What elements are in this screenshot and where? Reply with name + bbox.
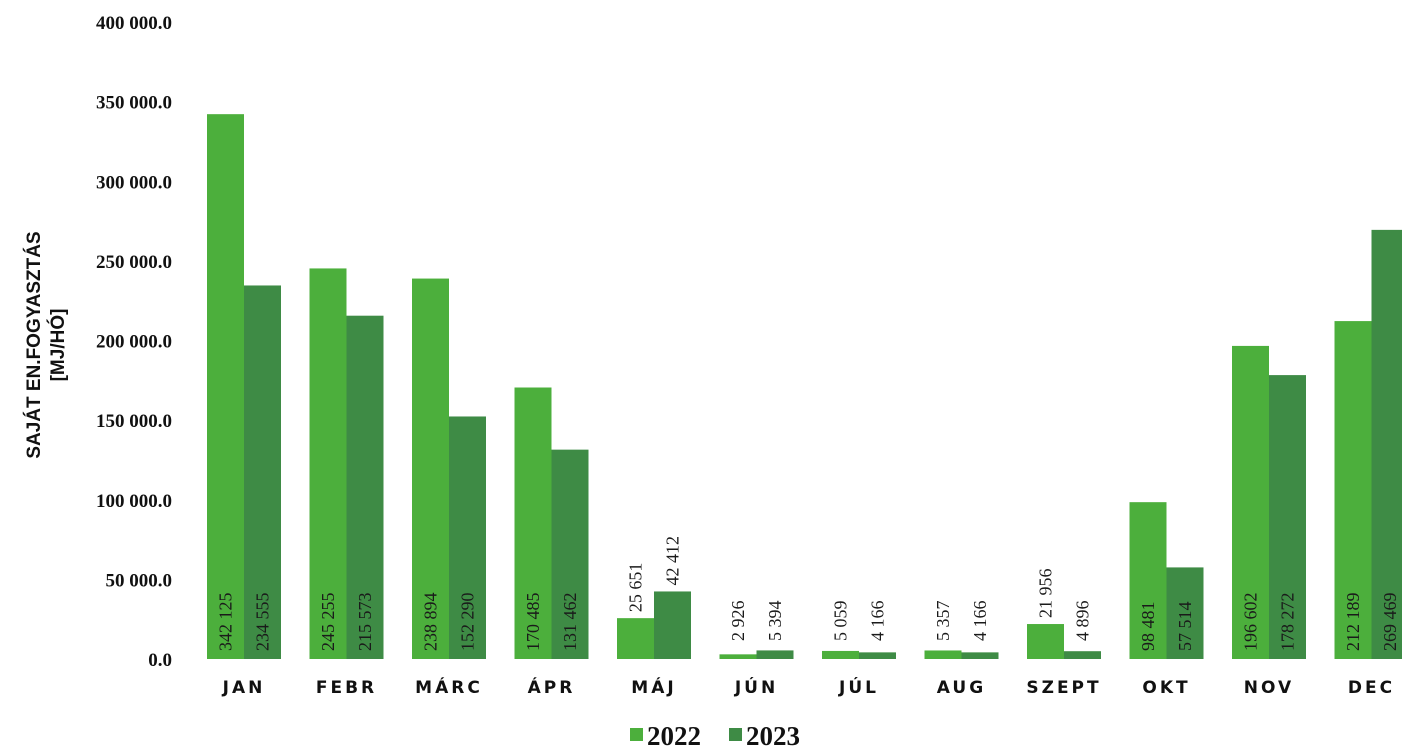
data-label-2023-11: 269 469 (1380, 593, 1400, 652)
data-label-2022-6: 5 059 (831, 601, 851, 642)
data-label-2023-3: 131 462 (560, 593, 580, 652)
data-label-2022-2: 238 894 (421, 593, 441, 652)
bar-2022-4 (617, 618, 654, 659)
bar-2023-11 (1371, 229, 1402, 660)
data-label-2022-4: 25 651 (626, 563, 646, 613)
x-category-label: OKT (1142, 678, 1190, 698)
x-category-label: AUG (937, 678, 986, 698)
x-category-label: JÚN (734, 676, 778, 698)
legend: 2022 2023 (630, 721, 800, 749)
data-label-2023-0: 234 555 (253, 593, 273, 652)
bar-2022-11 (1334, 321, 1372, 659)
x-category-label: ÁPR (528, 676, 576, 698)
y-tick-label: 100 000.0 (96, 491, 172, 512)
x-category-label: MÁRC (415, 676, 483, 698)
y-tick-label: 50 000.0 (106, 570, 173, 591)
bar-2023-8 (1064, 651, 1101, 659)
bar-2022-2 (412, 278, 449, 659)
bar-2022-1 (309, 268, 347, 659)
bar-2022-0 (207, 114, 244, 659)
data-label-2022-0: 342 125 (216, 593, 236, 652)
x-category-label: JAN (222, 678, 266, 698)
data-label-2022-5: 2 926 (728, 601, 748, 642)
x-axis-labels: JAN FEBR MÁRC ÁPR MÁJ JÚN JÚL AUG SZEPT OKT NOV DEC (222, 676, 1395, 698)
data-label-2023-8: 4 896 (1073, 601, 1093, 642)
data-label-2023-9: 57 514 (1175, 602, 1195, 652)
bar-2022-3 (514, 387, 552, 659)
data-label-2022-11: 212 189 (1343, 593, 1363, 652)
bar-2022-9 (1129, 502, 1167, 659)
data-label-2022-10: 196 602 (1241, 593, 1261, 652)
bar-2022-8 (1027, 624, 1064, 659)
bar-2023-3 (551, 449, 589, 659)
bar-2022-10 (1232, 345, 1269, 659)
data-labels: 342 125 234 555 245 255 215 573 238 894 152 2… (216, 536, 1401, 651)
y-tick-label: 300 000.0 (96, 172, 172, 193)
x-category-label: JÚL (838, 676, 879, 698)
x-category-label: FEBR (316, 678, 377, 698)
data-label-2023-4: 42 412 (663, 536, 683, 586)
bar-2023-2 (449, 416, 486, 659)
bar-2023-1 (346, 315, 384, 659)
bar-2023-9 (1166, 567, 1204, 659)
data-label-2023-1: 215 573 (355, 593, 375, 652)
data-label-2023-10: 178 272 (1278, 593, 1298, 652)
bar-2023-6 (859, 652, 896, 659)
legend-swatch-2023 (729, 728, 742, 741)
x-category-label: SZEPT (1026, 678, 1101, 698)
data-label-2022-7: 5 357 (933, 601, 953, 642)
bar-2022-6 (822, 650, 859, 659)
bars (207, 114, 1402, 660)
data-label-2023-2: 152 290 (458, 593, 478, 652)
legend-label-2022: 2022 (647, 721, 701, 749)
bar-2023-10 (1269, 375, 1306, 659)
y-tick-label: 150 000.0 (96, 411, 172, 432)
bar-2023-0 (244, 285, 281, 659)
bar-2023-5 (756, 650, 794, 659)
y-tick-label: 0.0 (148, 650, 172, 671)
y-tick-label: 250 000.0 (96, 252, 172, 273)
x-category-label: MÁJ (631, 676, 676, 698)
x-category-label: NOV (1244, 678, 1294, 698)
bar-2022-7 (924, 650, 962, 659)
y-tick-label: 400 000.0 (96, 13, 172, 34)
x-category-label: DEC (1348, 678, 1395, 698)
y-tick-label: 200 000.0 (96, 332, 172, 353)
data-label-2022-8: 21 956 (1036, 569, 1056, 619)
legend-swatch-2022 (630, 728, 643, 741)
data-label-2022-1: 245 255 (318, 593, 338, 652)
y-axis-ticks: 0.0 50 000.0 100 000.0 150 000.0 200 000.0 25… (96, 13, 172, 671)
y-tick-label: 350 000.0 (96, 93, 172, 114)
data-label-2022-3: 170 485 (523, 593, 543, 652)
y-axis-title-line: [MJ/HÓ] (47, 309, 69, 382)
bar-2023-4 (654, 591, 691, 659)
y-axis-title: SAJÁT EN.FOGYASZTÁS [MJ/HÓ] (23, 231, 69, 458)
y-axis-title-line: SAJÁT EN.FOGYASZTÁS (23, 231, 45, 458)
bar-2022-5 (719, 654, 757, 659)
bar-2023-7 (961, 652, 999, 659)
data-label-2023-7: 4 166 (970, 601, 990, 642)
data-label-2023-6: 4 166 (868, 601, 888, 642)
legend-label-2023: 2023 (746, 721, 800, 749)
data-label-2022-9: 98 481 (1138, 602, 1158, 652)
data-label-2023-5: 5 394 (765, 601, 785, 642)
